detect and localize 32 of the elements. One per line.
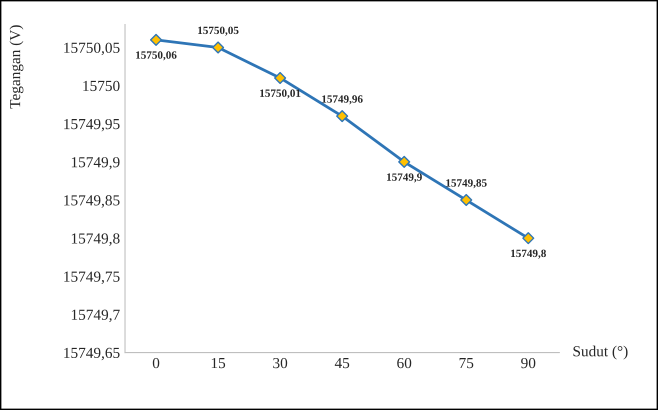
point bbox=[460, 194, 472, 206]
x-tick-label: 45 bbox=[334, 358, 350, 368]
y-tick-label: 15749,95 bbox=[64, 118, 120, 132]
y-tick-label: 15750 bbox=[83, 80, 120, 92]
data-label: 15750,05 bbox=[198, 26, 239, 36]
x-tick-label: 60 bbox=[397, 358, 412, 368]
data-label: 15750,06 bbox=[136, 51, 177, 60]
point bbox=[522, 232, 534, 244]
point bbox=[274, 72, 286, 84]
x-tick-label: 75 bbox=[460, 358, 474, 368]
y-tick-label: 15749,8 bbox=[72, 233, 120, 246]
y-tick-label: 15750,05 bbox=[64, 42, 120, 56]
x-axis-title: Sudut (°) bbox=[573, 346, 628, 360]
y-tick-label: 15749,65 bbox=[64, 348, 120, 360]
x-tick-label: 15 bbox=[212, 358, 226, 368]
data-label: 15749,96 bbox=[322, 95, 363, 104]
y-tick-label: 15749,85 bbox=[64, 195, 120, 208]
y-axis-title: Tegangan (V) bbox=[10, 25, 24, 109]
data-label: 15749,85 bbox=[446, 179, 487, 188]
point bbox=[398, 156, 410, 168]
y-tick-label: 15749,9 bbox=[72, 157, 120, 170]
point bbox=[212, 41, 224, 54]
x-tick-label: 30 bbox=[273, 358, 288, 368]
data-label: 15749,9 bbox=[387, 173, 422, 182]
x-tick-label: 90 bbox=[521, 358, 536, 368]
x-tick-label: 0 bbox=[152, 358, 160, 368]
point bbox=[150, 34, 162, 46]
data-label: 15750,01 bbox=[260, 89, 300, 99]
y-tick-label: 15749,75 bbox=[64, 272, 120, 284]
data-label: 15749,8 bbox=[511, 250, 546, 259]
point bbox=[336, 110, 348, 122]
y-tick-label: 15749,7 bbox=[72, 310, 120, 322]
